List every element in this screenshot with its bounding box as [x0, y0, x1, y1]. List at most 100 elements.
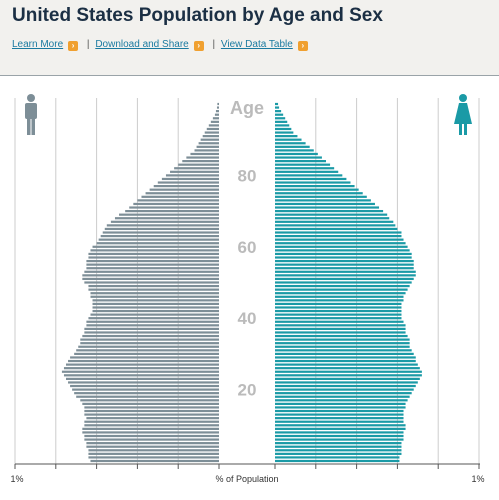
male-bar-age-76[interactable]: [149, 188, 219, 191]
male-bar-age-1[interactable]: [88, 456, 219, 459]
male-bar-age-50[interactable]: [84, 281, 219, 284]
female-bar-age-72[interactable]: [275, 202, 375, 206]
female-bar-age-27[interactable]: [275, 363, 418, 366]
male-bar-age-94[interactable]: [208, 124, 219, 127]
female-bar-age-30[interactable]: [275, 352, 414, 355]
female-bar-age-21[interactable]: [275, 384, 416, 388]
female-bar-age-36[interactable]: [275, 331, 406, 334]
male-bar-age-73[interactable]: [137, 199, 219, 202]
male-bar-age-58[interactable]: [88, 252, 219, 256]
female-bar-age-100[interactable]: [275, 102, 279, 106]
male-bar-age-97[interactable]: [214, 113, 219, 116]
male-bar-age-40[interactable]: [88, 317, 219, 320]
male-bar-age-55[interactable]: [86, 263, 220, 266]
male-bar-age-51[interactable]: [82, 277, 219, 281]
female-bar-age-76[interactable]: [275, 188, 359, 191]
chevron-right-icon[interactable]: ›: [68, 41, 79, 51]
female-bar-age-43[interactable]: [275, 306, 402, 309]
female-bar-age-65[interactable]: [275, 227, 398, 231]
male-bar-age-48[interactable]: [88, 288, 219, 291]
male-bar-age-11[interactable]: [84, 420, 219, 423]
male-bar-age-8[interactable]: [82, 431, 219, 434]
male-bar-age-98[interactable]: [215, 110, 219, 113]
male-bar-age-82[interactable]: [174, 167, 219, 170]
male-bar-age-89[interactable]: [198, 142, 219, 145]
male-bar-age-26[interactable]: [63, 367, 220, 370]
male-bar-age-2[interactable]: [88, 452, 219, 455]
male-bar-age-64[interactable]: [102, 231, 219, 234]
male-bar-age-5[interactable]: [86, 442, 220, 445]
male-bar-age-47[interactable]: [90, 292, 219, 295]
female-bar-age-71[interactable]: [275, 206, 380, 209]
male-bar-age-85[interactable]: [186, 156, 219, 159]
female-bar-age-9[interactable]: [275, 427, 406, 430]
male-bar-age-15[interactable]: [84, 406, 219, 409]
female-bar-age-7[interactable]: [275, 434, 404, 438]
male-bar-age-22[interactable]: [68, 381, 219, 384]
female-bar-age-78[interactable]: [275, 181, 351, 184]
male-bar-age-57[interactable]: [88, 256, 219, 259]
male-bar-age-18[interactable]: [76, 395, 219, 398]
male-bar-age-33[interactable]: [80, 342, 219, 345]
female-bar-age-86[interactable]: [275, 152, 318, 156]
male-bar-age-75[interactable]: [145, 192, 219, 195]
male-bar-age-95[interactable]: [210, 120, 219, 123]
female-bar-age-35[interactable]: [275, 334, 408, 338]
female-bar-age-85[interactable]: [275, 156, 322, 159]
male-bar-age-84[interactable]: [182, 160, 219, 163]
male-bar-age-44[interactable]: [92, 302, 219, 306]
female-bar-age-23[interactable]: [275, 377, 420, 380]
female-bar-age-1[interactable]: [275, 456, 400, 459]
female-bar-age-37[interactable]: [275, 327, 406, 331]
female-bar-age-15[interactable]: [275, 406, 406, 409]
female-bar-age-17[interactable]: [275, 399, 408, 402]
female-bar-age-60[interactable]: [275, 245, 408, 248]
male-bar-age-34[interactable]: [80, 338, 219, 341]
male-bar-age-45[interactable]: [92, 299, 219, 302]
male-bar-age-29[interactable]: [70, 356, 219, 359]
female-bar-age-59[interactable]: [275, 249, 410, 252]
male-bar-age-53[interactable]: [84, 270, 219, 273]
female-bar-age-51[interactable]: [275, 277, 414, 281]
female-bar-age-62[interactable]: [275, 238, 404, 241]
female-bar-age-96[interactable]: [275, 117, 286, 120]
male-bar-age-37[interactable]: [84, 327, 219, 331]
male-bar-age-27[interactable]: [66, 363, 219, 366]
male-bar-age-14[interactable]: [84, 409, 219, 413]
male-bar-age-7[interactable]: [84, 434, 219, 438]
male-bar-age-83[interactable]: [178, 163, 219, 166]
female-bar-age-13[interactable]: [275, 413, 404, 416]
male-bar-age-99[interactable]: [216, 106, 219, 109]
male-bar-age-20[interactable]: [72, 388, 220, 391]
female-bar-age-82[interactable]: [275, 167, 335, 170]
male-bar-age-41[interactable]: [90, 313, 219, 316]
male-bar-age-4[interactable]: [86, 445, 220, 448]
male-bar-age-16[interactable]: [82, 402, 219, 405]
female-bar-age-46[interactable]: [275, 295, 404, 298]
male-bar-age-12[interactable]: [86, 417, 220, 420]
female-bar-age-22[interactable]: [275, 381, 418, 384]
male-bar-age-93[interactable]: [206, 127, 219, 131]
female-bar-age-87[interactable]: [275, 149, 314, 152]
male-bar-age-54[interactable]: [86, 267, 220, 270]
female-bar-age-19[interactable]: [275, 392, 412, 395]
male-bar-age-28[interactable]: [68, 359, 219, 363]
female-bar-age-77[interactable]: [275, 185, 355, 188]
female-bar-age-32[interactable]: [275, 345, 410, 348]
male-bar-age-79[interactable]: [161, 177, 219, 181]
female-bar-age-75[interactable]: [275, 192, 363, 195]
female-bar-age-88[interactable]: [275, 145, 310, 148]
male-bar-age-25[interactable]: [61, 370, 219, 373]
male-bar-age-49[interactable]: [88, 284, 219, 288]
female-bar-age-29[interactable]: [275, 356, 416, 359]
male-bar-age-35[interactable]: [82, 334, 219, 338]
male-bar-age-78[interactable]: [157, 181, 219, 184]
male-bar-age-31[interactable]: [76, 349, 219, 352]
female-bar-age-90[interactable]: [275, 138, 302, 141]
male-bar-age-0[interactable]: [90, 459, 219, 463]
female-bar-age-49[interactable]: [275, 284, 410, 288]
female-bar-age-42[interactable]: [275, 309, 402, 313]
female-bar-age-66[interactable]: [275, 224, 396, 227]
female-bar-age-74[interactable]: [275, 195, 367, 198]
female-bar-age-34[interactable]: [275, 338, 410, 341]
